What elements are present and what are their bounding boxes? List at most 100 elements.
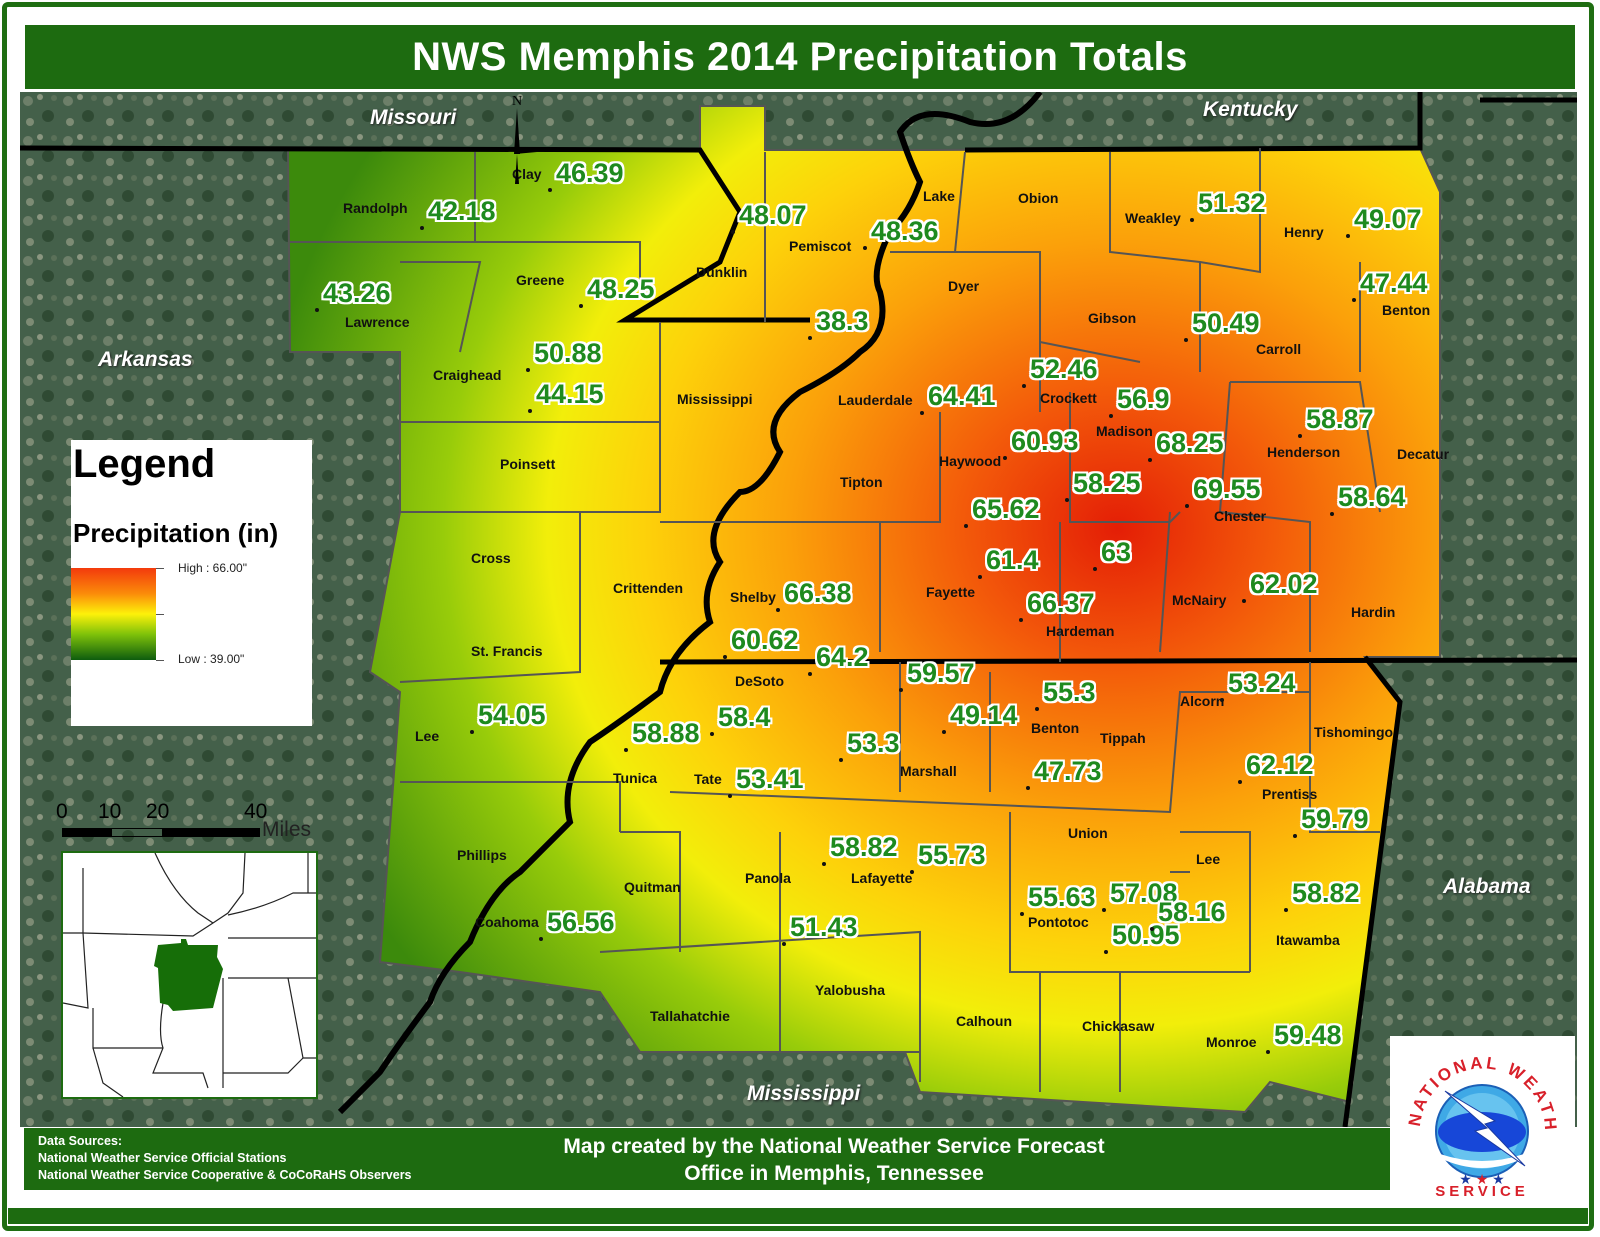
precip-value: 53.24 [1228,668,1296,698]
precip-value: 49.14 [950,700,1018,730]
county-label: Lee [415,728,440,744]
station-dot [1003,456,1007,460]
precip-value: 46.39 [556,158,624,188]
scale-tick-20: 20 [146,800,170,823]
precip-value: 60.62 [731,625,799,655]
precip-value: 64.2 [816,642,869,672]
station-dot [1220,698,1224,702]
station-dot [920,411,924,415]
data-source-item: National Weather Service Official Statio… [38,1151,287,1165]
station-dot [1109,414,1113,418]
county-label: Lauderdale [838,392,913,408]
precip-value: 48.07 [739,200,807,230]
legend-low-label: Low : 39.00" [178,652,245,666]
station-dot [731,230,735,234]
scale-tick-10: 10 [98,800,122,823]
precip-value: 61.4 [986,545,1039,575]
tick-low [156,660,164,661]
station-dot [1184,338,1188,342]
county-label: Quitman [624,879,681,895]
precip-value: 68.25 [1156,428,1224,458]
precip-value: 49.07 [1354,204,1422,234]
precip-value: 48.36 [871,216,939,246]
credit-line-2: Office in Memphis, Tennessee [684,1162,984,1185]
precip-value: 62.12 [1246,750,1314,780]
precip-value: 56.56 [547,907,615,937]
county-label: Union [1068,825,1108,841]
footer-bar: Data Sources: National Weather Service O… [24,1128,1390,1190]
station-dot [1190,218,1194,222]
county-label: Tunica [613,770,658,786]
station-dot [1065,498,1069,502]
station-dot [1293,834,1297,838]
precip-value: 54.05 [478,700,546,730]
station-dot [808,336,812,340]
county-label: Lawrence [345,314,410,330]
county-label: Henderson [1267,444,1341,460]
data-source-item: National Weather Service Cooperative & C… [38,1168,412,1182]
station-dot [1104,950,1108,954]
county-label: Randolph [343,200,408,216]
data-sources: Data Sources: National Weather Service O… [38,1133,412,1184]
station-dot [822,862,826,866]
county-label: Chickasaw [1082,1018,1155,1034]
scale-tick-40: 40 [244,800,268,823]
county-label: Crockett [1040,390,1097,406]
precip-value: 59.48 [1274,1020,1342,1050]
scale-unit: Miles [262,818,312,841]
station-dot [624,748,628,752]
county-label: Tate [694,771,722,787]
county-label: Weakley [1125,210,1181,226]
station-dot [782,942,786,946]
station-dot [776,608,780,612]
station-dot [1026,786,1030,790]
station-dot [839,758,843,762]
county-label: Greene [516,272,565,288]
county-label: Dyer [948,278,980,294]
precip-value: 59.57 [907,658,975,688]
station-dot [1102,908,1106,912]
county-label: Obion [1018,190,1059,206]
nws-logo: NATIONAL WEATHER SERVICE ★ ★ ★ [1382,1021,1575,1206]
precip-value: 64.41 [928,381,996,411]
county-label: Haywood [939,453,1002,469]
credit-line-1: Map created by the National Weather Serv… [563,1135,1105,1158]
data-sources-title: Data Sources: [38,1134,123,1148]
county-label: Lee [1196,851,1221,867]
station-dot [1093,567,1097,571]
station-dot [1019,618,1023,622]
county-label: Itawamba [1276,932,1340,948]
precip-value: 51.32 [1198,188,1266,218]
station-dot [1020,912,1024,916]
precip-value: 52.46 [1030,354,1098,384]
county-label: Craighead [433,367,502,383]
county-label: Tishomingo [1314,724,1394,740]
scale-tick-0: 0 [56,800,68,823]
county-label: Benton [1382,302,1431,318]
precip-value: 55.73 [918,840,986,870]
county-label: Coahoma [475,914,539,930]
precip-value: 50.49 [1192,308,1260,338]
station-dot [420,226,424,230]
county-label: Gibson [1088,310,1137,326]
county-label: Calhoun [956,1013,1012,1029]
precip-value: 42.18 [428,196,496,226]
station-dot [942,730,946,734]
color-ramp [71,568,156,660]
precip-value: 38.3 [816,306,869,336]
station-dot [1022,384,1026,388]
scale-bar: 0 10 20 40 Miles [56,800,320,845]
precip-value: 60.93 [1011,426,1079,456]
inset-locator-map [61,851,318,1099]
station-dot [1185,504,1189,508]
station-dot [964,524,968,528]
station-dot [899,688,903,692]
station-dot [808,672,812,676]
precip-value: 58.82 [1292,878,1360,908]
precip-value: 53.41 [736,764,804,794]
county-label: Yalobusha [815,982,886,998]
precip-value: 53.3 [847,728,900,758]
scale-segment [112,828,162,837]
station-dot [1298,434,1302,438]
state-label: Arkansas [98,348,193,371]
